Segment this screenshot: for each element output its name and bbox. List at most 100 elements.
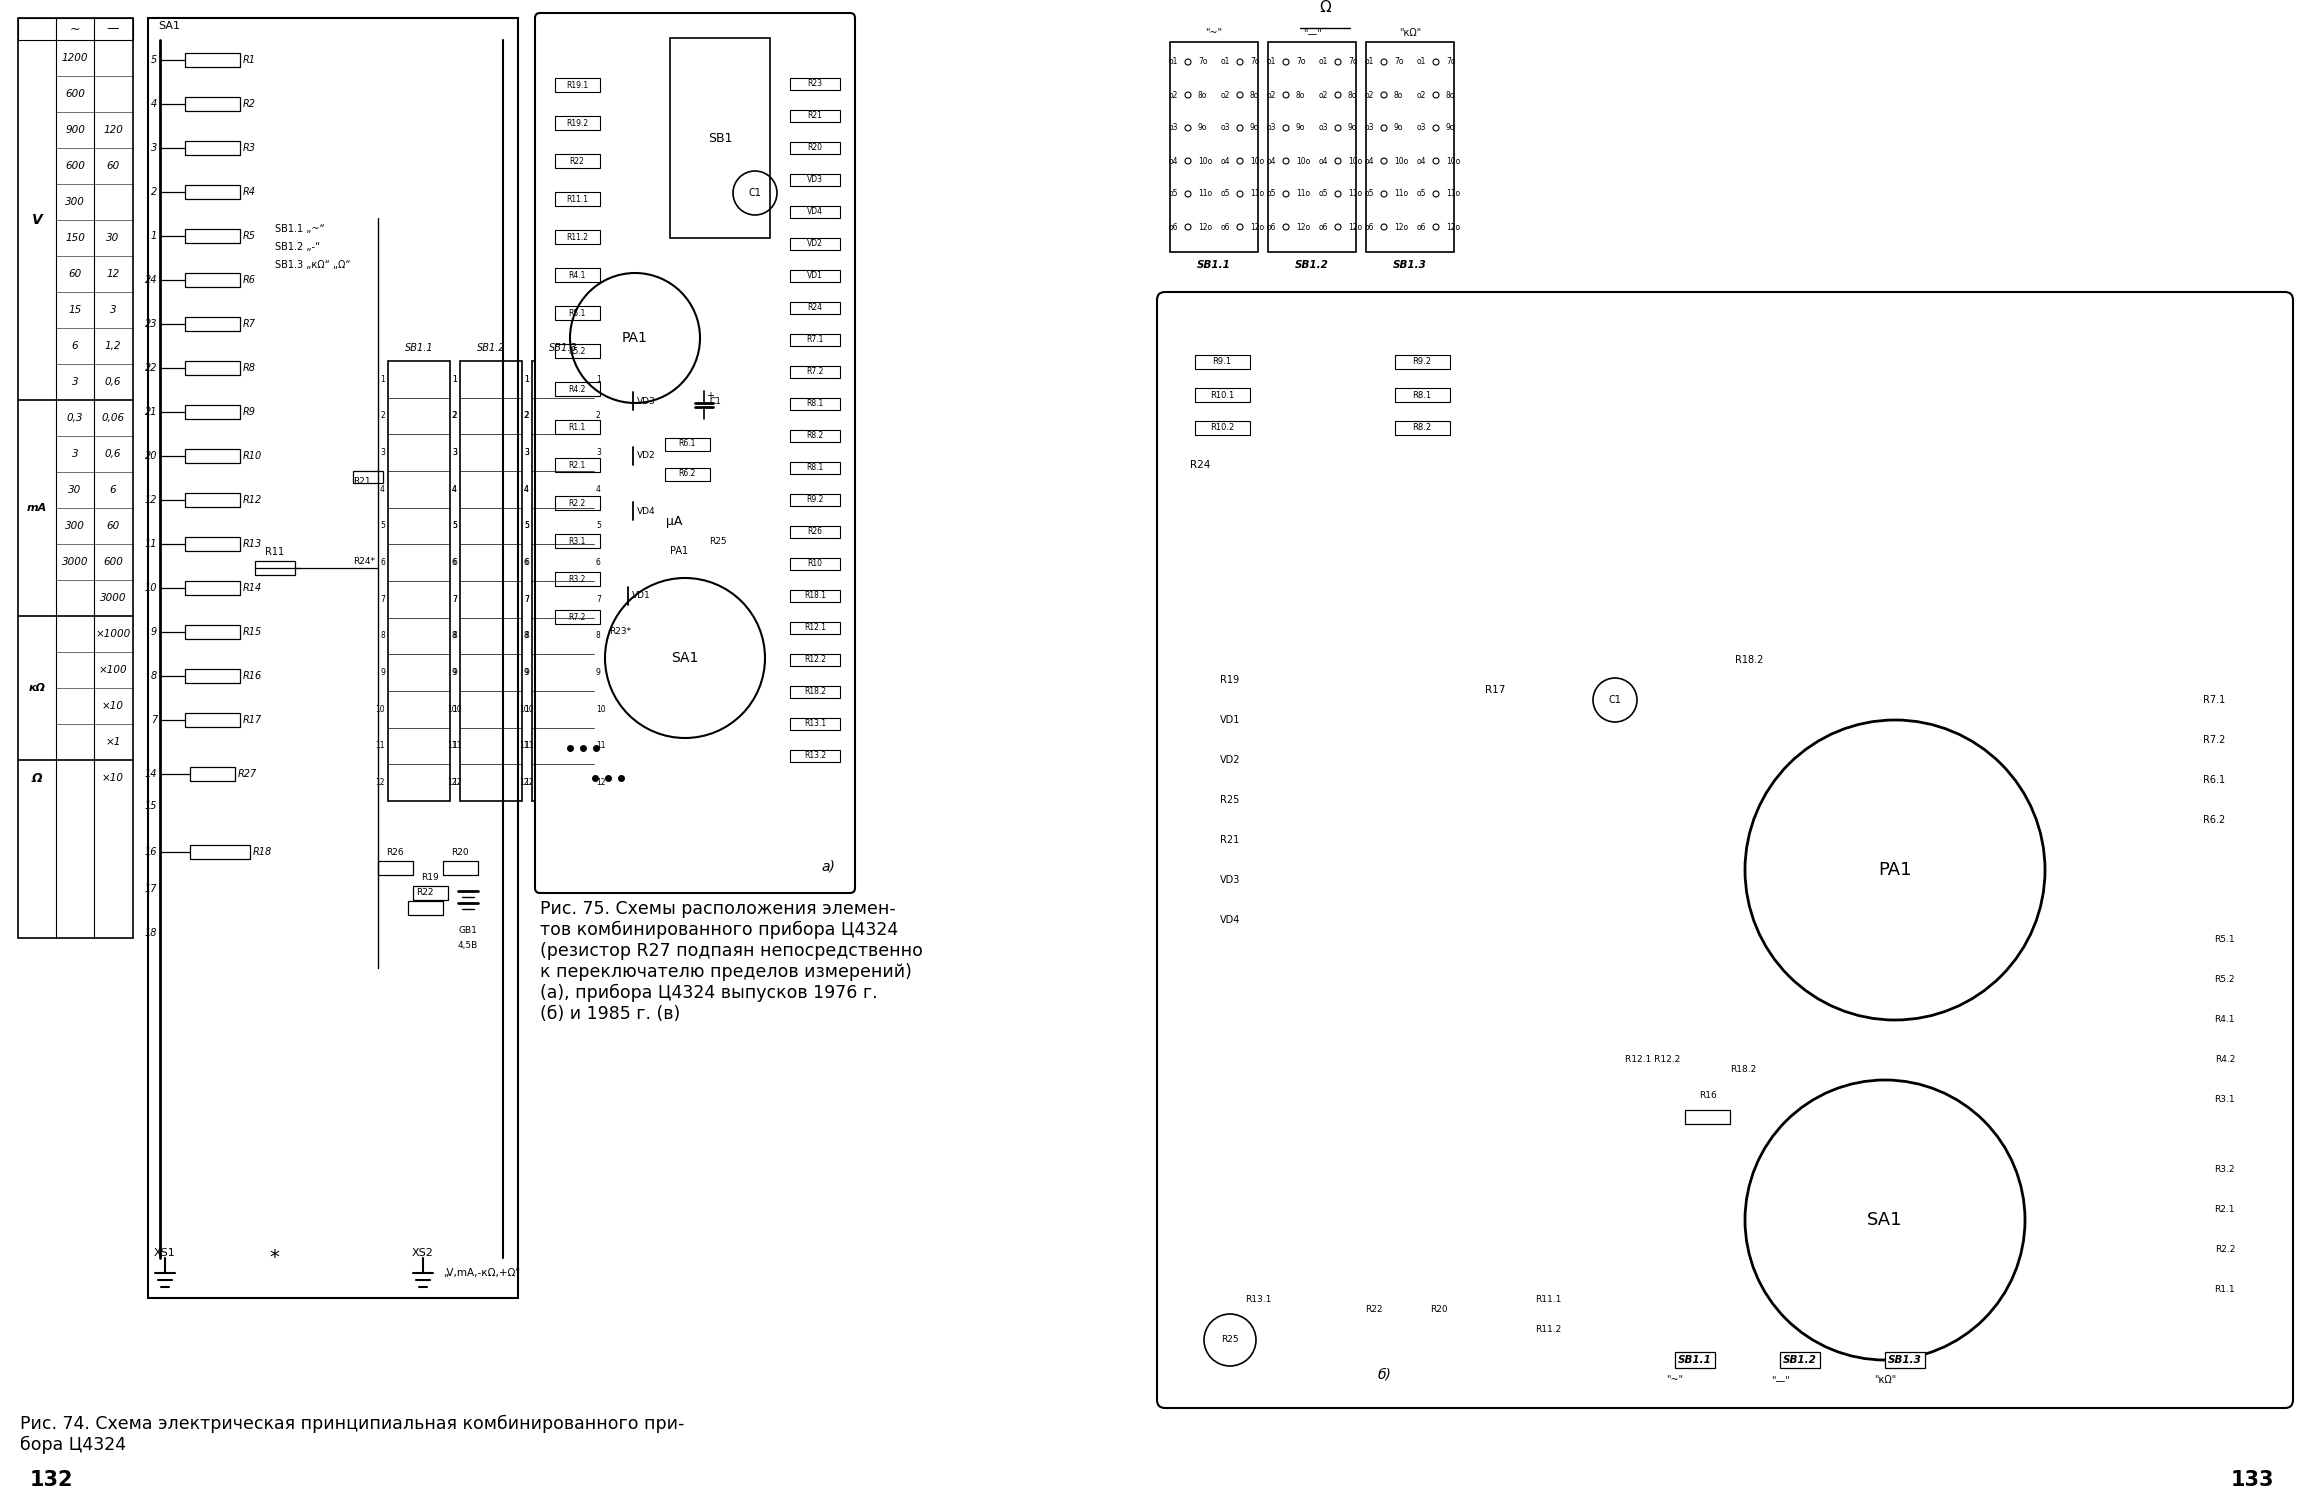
Text: R4.2: R4.2 bbox=[569, 384, 585, 393]
Bar bbox=[790, 238, 841, 250]
Text: 7о: 7о bbox=[1447, 57, 1456, 66]
Text: 6: 6 bbox=[111, 484, 115, 495]
Text: R7.1: R7.1 bbox=[2203, 694, 2226, 705]
Text: 1: 1 bbox=[452, 375, 456, 384]
Text: R26: R26 bbox=[806, 528, 823, 537]
Text: 3: 3 bbox=[71, 376, 78, 387]
Text: 3: 3 bbox=[452, 448, 456, 458]
Text: о2: о2 bbox=[1221, 90, 1230, 99]
Text: 9: 9 bbox=[597, 668, 601, 676]
Text: R7.2: R7.2 bbox=[2203, 735, 2226, 746]
Bar bbox=[1394, 422, 1449, 435]
FancyBboxPatch shape bbox=[535, 13, 855, 892]
Text: 10: 10 bbox=[518, 705, 530, 714]
Text: 11: 11 bbox=[597, 741, 606, 750]
Text: 8: 8 bbox=[525, 632, 530, 640]
Text: о1: о1 bbox=[1318, 57, 1327, 66]
Text: R18: R18 bbox=[253, 847, 272, 856]
Text: ×100: ×100 bbox=[99, 664, 127, 675]
Text: 2: 2 bbox=[380, 411, 385, 420]
Text: 8о: 8о bbox=[1394, 90, 1403, 99]
Text: R3.1: R3.1 bbox=[2214, 1095, 2235, 1104]
Text: SB1.3: SB1.3 bbox=[1887, 1354, 1922, 1365]
Text: 11о: 11о bbox=[1251, 189, 1265, 198]
Text: 14: 14 bbox=[145, 770, 157, 778]
Text: 12: 12 bbox=[447, 778, 456, 788]
Text: R18.2: R18.2 bbox=[1735, 656, 1763, 664]
Text: R23*: R23* bbox=[608, 627, 631, 636]
Text: 0,06: 0,06 bbox=[101, 413, 124, 423]
Bar bbox=[184, 537, 240, 550]
Text: 12: 12 bbox=[597, 778, 606, 788]
Text: R22: R22 bbox=[1364, 1305, 1382, 1314]
Bar bbox=[1267, 42, 1357, 252]
Text: 4: 4 bbox=[150, 99, 157, 109]
Text: 5: 5 bbox=[452, 522, 456, 531]
Text: о6: о6 bbox=[1318, 222, 1327, 231]
Text: Рис. 75. Схемы расположения элемен-
тов комбинированного прибора Ц4324
(резистор: Рис. 75. Схемы расположения элемен- тов … bbox=[539, 900, 924, 1023]
Bar bbox=[790, 558, 841, 570]
Text: SB1.1 „~“: SB1.1 „~“ bbox=[274, 224, 325, 234]
Text: о3: о3 bbox=[1267, 123, 1276, 132]
Text: о1: о1 bbox=[1168, 57, 1177, 66]
Text: о1: о1 bbox=[1417, 57, 1426, 66]
Bar bbox=[184, 184, 240, 200]
Text: R3.2: R3.2 bbox=[569, 574, 585, 584]
Text: о4: о4 bbox=[1318, 156, 1327, 165]
Text: 60: 60 bbox=[106, 160, 120, 171]
Text: VD4: VD4 bbox=[1221, 915, 1240, 926]
Bar bbox=[184, 230, 240, 243]
Text: 1,2: 1,2 bbox=[104, 340, 122, 351]
Bar bbox=[184, 273, 240, 286]
Text: R14: R14 bbox=[242, 584, 263, 592]
Text: "~": "~" bbox=[1205, 28, 1223, 38]
Text: 8: 8 bbox=[523, 632, 528, 640]
Text: 8о: 8о bbox=[1295, 90, 1306, 99]
Text: 10о: 10о bbox=[1348, 156, 1362, 165]
Text: 3: 3 bbox=[150, 142, 157, 153]
Text: 1: 1 bbox=[452, 375, 456, 384]
Text: 9о: 9о bbox=[1394, 123, 1403, 132]
Text: VD2: VD2 bbox=[1221, 754, 1240, 765]
Text: R17: R17 bbox=[1484, 686, 1505, 694]
Text: SB1.3 „кΩ“ „Ω“: SB1.3 „кΩ“ „Ω“ bbox=[274, 260, 350, 270]
Text: SB1.1: SB1.1 bbox=[1198, 260, 1230, 270]
Bar bbox=[790, 526, 841, 538]
Text: R7: R7 bbox=[242, 320, 256, 328]
Text: 60: 60 bbox=[106, 520, 120, 531]
Text: 6: 6 bbox=[523, 558, 530, 567]
Text: *: * bbox=[270, 1248, 279, 1268]
Text: VD3: VD3 bbox=[1221, 874, 1240, 885]
Text: 11: 11 bbox=[523, 741, 535, 750]
Text: 2: 2 bbox=[597, 411, 601, 420]
Text: а): а) bbox=[820, 859, 834, 873]
Text: о1: о1 bbox=[1221, 57, 1230, 66]
Text: о4: о4 bbox=[1221, 156, 1230, 165]
Text: R13.1: R13.1 bbox=[804, 720, 827, 729]
Text: 11о: 11о bbox=[1348, 189, 1362, 198]
Text: R19: R19 bbox=[422, 873, 438, 882]
Text: о6: о6 bbox=[1364, 222, 1373, 231]
Text: 4: 4 bbox=[380, 484, 385, 494]
Bar bbox=[790, 366, 841, 378]
Text: 0,3: 0,3 bbox=[67, 413, 83, 423]
Text: R6.2: R6.2 bbox=[2203, 815, 2226, 825]
Text: 8: 8 bbox=[452, 632, 456, 640]
Text: 3000: 3000 bbox=[62, 556, 88, 567]
Text: 10: 10 bbox=[376, 705, 385, 714]
Polygon shape bbox=[620, 393, 634, 410]
Text: VD3: VD3 bbox=[806, 176, 823, 184]
Bar bbox=[790, 206, 841, 218]
Text: VD4: VD4 bbox=[636, 507, 657, 516]
Text: R20: R20 bbox=[806, 144, 823, 153]
Text: 9о: 9о bbox=[1251, 123, 1260, 132]
FancyBboxPatch shape bbox=[1157, 292, 2292, 1408]
Text: R2: R2 bbox=[242, 99, 256, 109]
Bar bbox=[555, 192, 599, 206]
Text: 1: 1 bbox=[380, 375, 385, 384]
Text: 10о: 10о bbox=[1198, 156, 1212, 165]
Text: ×10: ×10 bbox=[101, 700, 124, 711]
Bar bbox=[555, 306, 599, 320]
Text: R18.2: R18.2 bbox=[804, 687, 827, 696]
Text: о3: о3 bbox=[1364, 123, 1373, 132]
